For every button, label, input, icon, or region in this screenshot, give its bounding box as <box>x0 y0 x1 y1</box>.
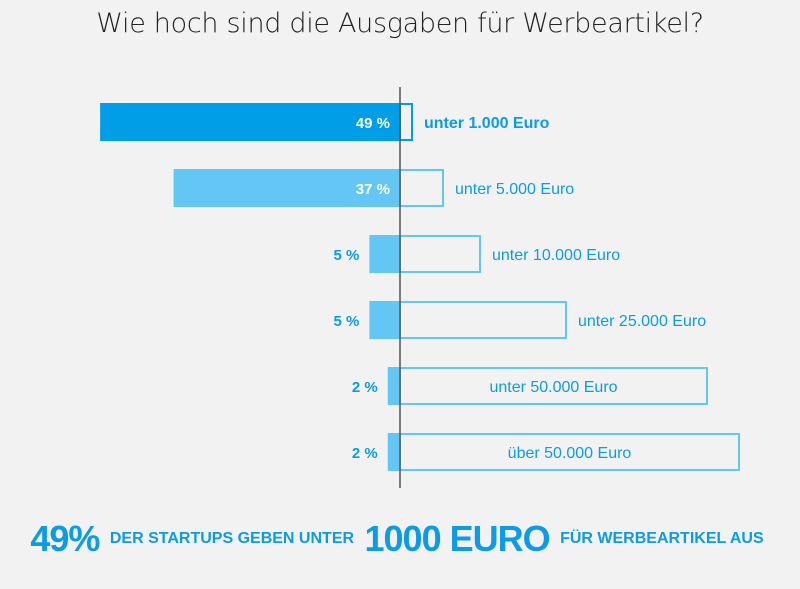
footer-amount: 1000 EURO <box>364 518 551 559</box>
footer-summary: 49% DER STARTUPS GEBEN UNTER 1000 EURO F… <box>0 518 800 560</box>
bar <box>100 103 401 141</box>
value-label: 37 % <box>356 181 390 198</box>
category-label: unter 1.000 Euro <box>424 115 550 132</box>
bar <box>173 169 400 207</box>
category-label: unter 10.000 Euro <box>492 247 620 264</box>
category-label: über 50.000 Euro <box>508 445 632 462</box>
value-label: 5 % <box>334 313 360 330</box>
value-label: 2 % <box>352 445 378 462</box>
footer-percent: 49% <box>30 518 100 559</box>
category-label: unter 50.000 Euro <box>489 379 617 396</box>
category-label: unter 25.000 Euro <box>578 313 706 330</box>
bar <box>369 301 400 339</box>
category-box <box>399 301 567 339</box>
category-label: unter 5.000 Euro <box>455 181 574 198</box>
value-label: 49 % <box>356 115 390 132</box>
bar <box>369 235 400 273</box>
chart-title: Wie hoch sind die Ausgaben für Werbearti… <box>96 8 704 39</box>
value-label: 2 % <box>352 379 378 396</box>
footer-text-1: DER STARTUPS GEBEN UNTER <box>109 530 355 547</box>
category-box <box>399 103 413 141</box>
bar <box>387 433 400 471</box>
bar-chart: 49 % unter 1.000 Euro 37 % unter 5.000 Euro… <box>100 87 740 488</box>
value-label: 5 % <box>334 247 360 264</box>
category-box <box>399 169 444 207</box>
bar <box>387 367 400 405</box>
category-box <box>399 235 481 273</box>
footer-text-2: FÜR WERBEARTIKEL AUS <box>560 530 764 547</box>
